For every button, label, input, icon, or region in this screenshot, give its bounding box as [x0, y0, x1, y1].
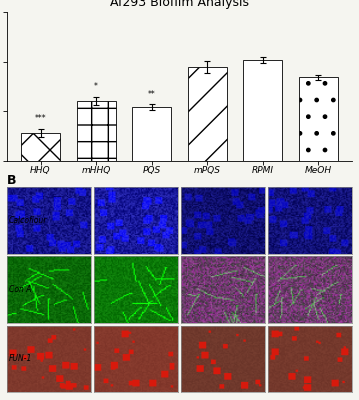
- Text: *: *: [94, 82, 98, 91]
- Text: **: **: [148, 90, 155, 99]
- Text: B: B: [7, 174, 17, 187]
- Bar: [77, 101, 116, 161]
- Text: Con A: Con A: [9, 285, 32, 294]
- Bar: [299, 78, 338, 161]
- Text: ***: ***: [35, 114, 46, 123]
- Bar: [132, 107, 171, 161]
- Text: FUN-1: FUN-1: [9, 354, 32, 363]
- Title: Af293 Biofilm Analysis: Af293 Biofilm Analysis: [110, 0, 249, 10]
- Bar: [243, 60, 282, 161]
- Text: Calcoflour: Calcoflour: [9, 216, 47, 225]
- Bar: [21, 133, 60, 161]
- Bar: [188, 66, 227, 161]
